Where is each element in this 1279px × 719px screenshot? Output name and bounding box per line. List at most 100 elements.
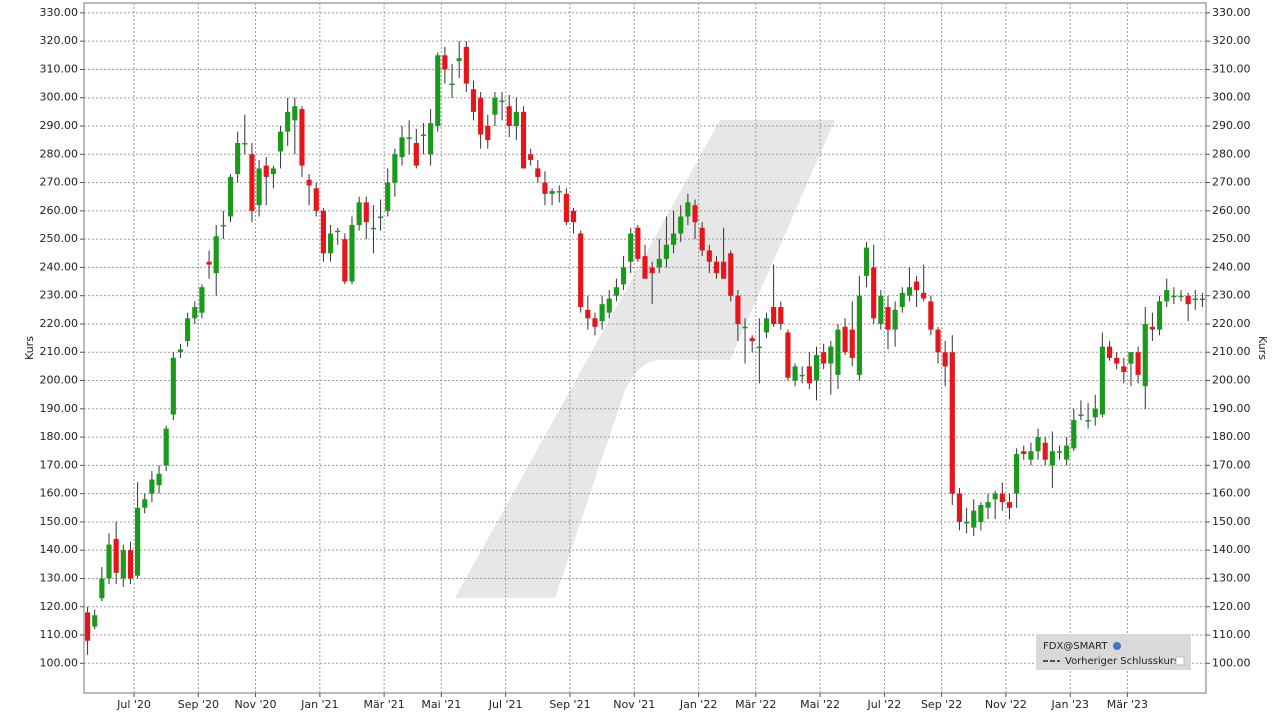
- candle-body: [678, 216, 684, 234]
- candle-body: [149, 479, 155, 494]
- candle-body: [528, 154, 534, 160]
- legend-title: FDX@SMART: [1043, 641, 1108, 652]
- legend-entry: Vorheriger Schlusskurs: [1065, 656, 1179, 667]
- y2-tick-label: 290.00: [1212, 119, 1251, 132]
- candle-body: [699, 227, 705, 251]
- candle-body: [971, 510, 977, 528]
- y2-tick-label: 100.00: [1212, 656, 1251, 669]
- candle-body: [242, 142, 248, 145]
- candle-body: [420, 134, 427, 136]
- candle-body: [485, 126, 491, 141]
- x-tick-label: Jan '23: [1050, 698, 1088, 711]
- y-tick-label: 320.00: [40, 34, 79, 47]
- candle-body: [1035, 437, 1041, 452]
- candle-body: [1106, 346, 1113, 358]
- x-tick-label: Mär '21: [364, 698, 405, 711]
- y-tick-label: 260.00: [40, 204, 79, 217]
- candle-body: [878, 295, 884, 324]
- candle-body: [320, 210, 326, 254]
- candle-body: [813, 355, 820, 381]
- x-tick-label: Mär '22: [735, 698, 776, 711]
- y-tick-label: 280.00: [40, 147, 79, 160]
- candle-body: [606, 298, 612, 313]
- candle-body: [342, 239, 348, 282]
- y-tick-label: 110.00: [40, 628, 79, 641]
- x-tick-label: Jan '22: [679, 698, 717, 711]
- candle-body: [892, 309, 898, 330]
- y2-tick-label: 180.00: [1212, 430, 1251, 443]
- candle-body: [649, 267, 655, 274]
- candle-body: [835, 329, 841, 375]
- x-tick-label: Nov '22: [985, 698, 1027, 711]
- y-tick-label: 270.00: [40, 176, 79, 189]
- candle-body: [542, 182, 548, 194]
- candle-body: [1071, 420, 1077, 449]
- candle-body: [363, 202, 369, 223]
- y-tick-label: 300.00: [40, 91, 79, 104]
- candle-body: [1121, 366, 1127, 373]
- candle-body: [449, 83, 455, 86]
- candle-body: [256, 168, 262, 206]
- candle-body: [592, 318, 598, 327]
- candle-body: [713, 261, 720, 274]
- y2-tick-label: 150.00: [1212, 515, 1251, 528]
- candle-body: [535, 168, 541, 177]
- y2-axis-label: Kurs: [1256, 336, 1269, 360]
- candle-body: [999, 493, 1005, 503]
- candle-body: [1056, 451, 1063, 453]
- candle-body: [821, 352, 827, 364]
- candle-body: [192, 306, 198, 319]
- candle-body: [199, 287, 205, 313]
- candle-body: [478, 97, 484, 135]
- candle-body: [227, 176, 234, 217]
- y-tick-label: 250.00: [40, 232, 79, 245]
- y2-tick-label: 200.00: [1212, 374, 1251, 387]
- candle-body: [913, 281, 920, 291]
- candle-body: [735, 295, 741, 324]
- candle-body: [671, 233, 677, 245]
- candle-body: [806, 366, 812, 384]
- y2-tick-label: 140.00: [1212, 543, 1251, 556]
- candle-body: [613, 287, 619, 296]
- candle-body: [1185, 295, 1191, 305]
- candle-body: [1042, 442, 1048, 460]
- candle-body: [392, 154, 398, 183]
- y-axis-label: Kurs: [23, 336, 36, 360]
- candle-body: [728, 253, 734, 296]
- x-tick-label: Jan '21: [300, 698, 338, 711]
- candle-body: [92, 615, 98, 627]
- candle-body: [842, 326, 848, 353]
- y-tick-label: 290.00: [40, 119, 79, 132]
- candle-body: [721, 261, 727, 279]
- candle-body: [1099, 346, 1105, 415]
- x-tick-label: Sep '22: [921, 698, 962, 711]
- candle-body: [113, 538, 119, 573]
- legend-checkbox[interactable]: [1175, 656, 1185, 666]
- candle-body: [163, 428, 169, 466]
- x-tick-label: Sep '21: [549, 698, 590, 711]
- candle-body: [127, 550, 134, 579]
- y2-tick-label: 310.00: [1212, 62, 1251, 75]
- y2-tick-label: 210.00: [1212, 345, 1251, 358]
- candle-body: [1049, 451, 1055, 466]
- y-tick-label: 310.00: [40, 62, 79, 75]
- candle-body: [964, 521, 970, 524]
- candle-body: [763, 318, 770, 333]
- legend: FDX@SMART Vorheriger Schlusskurs: [1036, 634, 1191, 670]
- candle-body: [470, 89, 477, 112]
- candle-body: [506, 106, 512, 127]
- candle-body: [599, 304, 605, 322]
- x-tick-label: Sep '20: [178, 698, 219, 711]
- x-tick-label: Mär '23: [1107, 698, 1148, 711]
- x-tick-label: Nov '21: [613, 698, 655, 711]
- y2-tick-label: 190.00: [1212, 402, 1251, 415]
- candle-body: [549, 191, 555, 194]
- candle-body: [1064, 445, 1070, 460]
- y2-tick-label: 110.00: [1212, 628, 1251, 641]
- candle-body: [1135, 352, 1141, 375]
- candle-body: [871, 267, 877, 319]
- candle-body: [177, 349, 184, 353]
- candle-body: [563, 193, 569, 223]
- y2-tick-label: 250.00: [1212, 232, 1251, 245]
